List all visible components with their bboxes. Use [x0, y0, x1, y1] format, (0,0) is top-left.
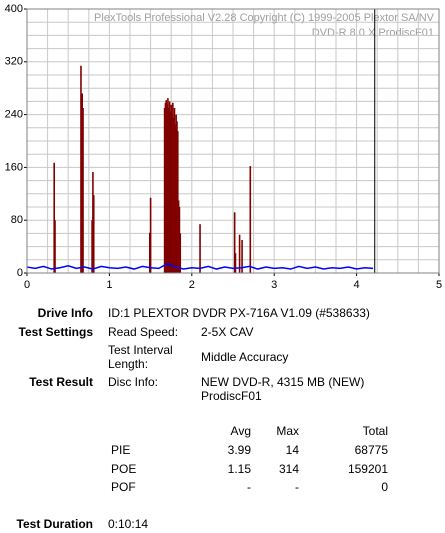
chart: DVD-R 8.0 X ProdiscF01 PlexTools Profess…	[5, 3, 442, 291]
table-cell: 159201	[347, 461, 388, 476]
table-cell: POE	[111, 461, 137, 476]
y-tick-label: 80	[11, 214, 23, 226]
line	[26, 262, 374, 270]
x-tick-label: 2	[189, 279, 195, 291]
table-cell: 314	[278, 461, 299, 476]
table-cell: Max	[276, 424, 299, 438]
value: 2-5X CAV	[201, 325, 254, 339]
label: Test Duration	[16, 517, 93, 531]
table-cell: Total	[362, 424, 388, 438]
label: Test Result	[29, 375, 93, 389]
x-tick-label: 3	[271, 279, 277, 291]
watermark: PlexTools Professional V2.28 Copyright (…	[94, 12, 435, 24]
label: Drive Info	[37, 306, 93, 320]
value: ProdiscF01	[201, 389, 262, 403]
table-cell: POF	[111, 480, 136, 494]
table-cell: -	[295, 480, 299, 494]
x-tick-label: 1	[106, 279, 112, 291]
y-tick-label: 0	[17, 267, 23, 279]
value: 0:10:14	[108, 517, 149, 531]
label: Read Speed:	[108, 325, 179, 339]
table-cell: 3.99	[227, 443, 251, 457]
label: Test Settings	[18, 325, 93, 339]
y-tick-label: 240	[5, 109, 23, 121]
y-tick-label: 320	[5, 56, 23, 68]
label: Test Interval Length:	[108, 343, 173, 371]
table-cell: 68775	[354, 443, 388, 457]
table-cell: -	[247, 480, 251, 494]
y-tick-label: 400	[5, 3, 23, 15]
value: Middle Accuracy	[201, 350, 289, 364]
value: NEW DVD-R, 4315 MB (NEW)	[201, 375, 365, 389]
table-cell: 0	[381, 480, 388, 494]
x-tick-label: 4	[354, 279, 360, 291]
table-cell: PIE	[111, 443, 131, 457]
table-cell: 1.15	[227, 461, 251, 476]
y-tick-label: 160	[5, 161, 23, 173]
x-tick-label: 5	[436, 279, 442, 291]
label: Disc Info:	[108, 375, 159, 389]
watermark: DVD-R 8.0 X ProdiscF01	[312, 27, 434, 39]
plot-border	[26, 8, 440, 274]
x-tick-label: 0	[24, 279, 30, 291]
value: ID:1 PLEXTOR DVDR PX-716A V1.09 (#538633…	[108, 306, 370, 320]
table-cell: Avg	[230, 424, 251, 438]
table-cell: 14	[285, 443, 299, 457]
